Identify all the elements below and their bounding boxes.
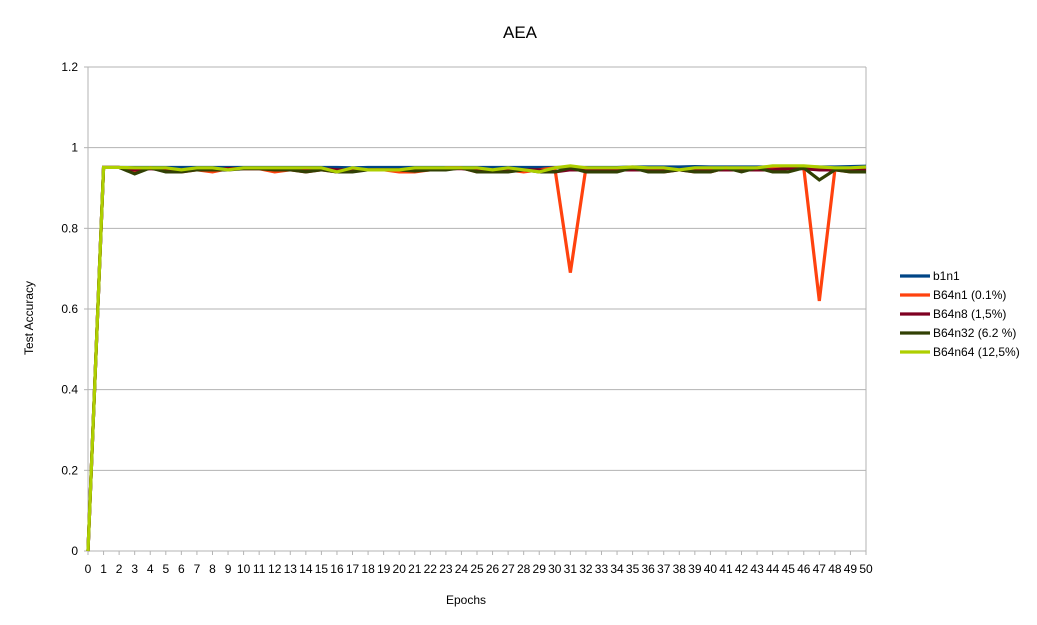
x-tick-label: 18 [361,562,375,576]
x-tick-label: 43 [750,562,764,576]
y-tick-label: 0.4 [61,383,78,397]
x-tick-label: 14 [299,562,313,576]
chart-title: AEA [503,23,538,42]
x-tick-label: 50 [859,562,873,576]
x-tick-label: 23 [439,562,453,576]
x-tick-label: 28 [517,562,531,576]
series-line-1 [86,164,867,552]
x-tick-label: 49 [844,562,858,576]
legend-label: B64n32 (6.2 %) [933,326,1016,340]
y-tick-label: 1 [71,141,78,155]
x-tick-label: 5 [162,562,169,576]
y-tick-label: 0.6 [61,302,78,316]
x-tick-label: 19 [377,562,391,576]
x-tick-label: 21 [408,562,422,576]
grid [88,66,866,552]
x-tick-label: 40 [704,562,718,576]
x-tick-label: 32 [579,562,593,576]
series-line-3 [86,165,866,552]
y-axis-title: Test Accuracy [22,281,36,355]
x-tick-label: 44 [766,562,780,576]
x-tick-label: 2 [116,562,123,576]
x-tick-label: 12 [268,562,282,576]
x-tick-label: 24 [455,562,469,576]
x-tick-label: 10 [237,562,251,576]
x-tick-label: 29 [533,562,547,576]
x-axis-title: Epochs [446,593,486,607]
x-tick-labels: 0 1 2 3 4 5 6 7 8 9 10 11 12 13 14 15 16 17 18 19 20 21 22 23 24… [85,562,873,576]
x-tick-label: 37 [657,562,671,576]
x-tick-label: 3 [131,562,138,576]
series-line-5 [86,164,867,552]
x-tick-label: 4 [147,562,154,576]
x-tick-label: 35 [626,562,640,576]
x-tick-label: 39 [688,562,702,576]
x-tick-label: 6 [178,562,185,576]
series-lines [86,164,867,552]
x-tick-label: 30 [548,562,562,576]
axes [84,66,867,555]
y-tick-label: 0 [71,544,78,558]
x-tick-label: 27 [501,562,515,576]
x-tick-label: 15 [315,562,329,576]
x-tick-label: 36 [641,562,655,576]
y-tick-label: 0.8 [61,221,78,235]
x-tick-label: 0 [85,562,92,576]
legend: b1n1 B64n1 (0.1%) B64n8 (1,5%) B64n32 (6.2 … [900,269,1020,359]
x-tick-label: 16 [330,562,344,576]
x-tick-label: 9 [225,562,232,576]
x-tick-label: 1 [100,562,107,576]
x-tick-label: 11 [253,562,266,576]
y-tick-label: 1.2 [61,60,78,74]
x-tick-label: 22 [424,562,438,576]
legend-label: B64n64 (12,5%) [933,345,1020,359]
x-tick-label: 20 [393,562,407,576]
x-tick-label: 48 [828,562,842,576]
x-tick-label: 33 [595,562,609,576]
x-tick-label: 41 [719,562,733,576]
x-tick-label: 47 [813,562,827,576]
x-tick-label: 34 [610,562,624,576]
x-tick-label: 17 [346,562,360,576]
x-tick-label: 7 [194,562,201,576]
x-tick-label: 31 [564,562,578,576]
x-tick-label: 25 [470,562,484,576]
x-tick-label: 26 [486,562,500,576]
x-tick-label: 8 [209,562,216,576]
x-tick-label: 42 [735,562,749,576]
x-tick-label: 45 [782,562,796,576]
y-tick-labels: 0 0.2 0.4 0.6 0.8 1 1.2 [61,60,78,558]
x-tick-label: 13 [284,562,298,576]
legend-label: B64n1 (0.1%) [933,288,1006,302]
series-line-2 [86,165,867,552]
x-tick-label: 38 [673,562,687,576]
y-tick-label: 0.2 [61,463,78,477]
legend-label: B64n8 (1,5%) [933,307,1006,321]
legend-label: b1n1 [933,269,960,283]
x-tick-label: 46 [797,562,811,576]
series-line-4 [86,165,866,552]
